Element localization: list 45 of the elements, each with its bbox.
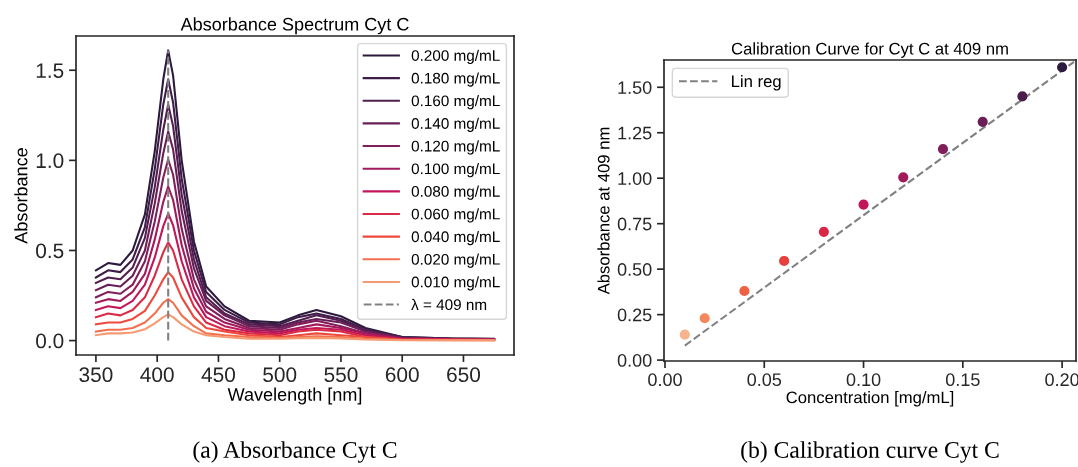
y-tick-label: 0.50 xyxy=(617,263,652,276)
x-tick-label: 500 xyxy=(263,367,297,383)
x-tick-label: 400 xyxy=(140,367,174,383)
x-tick-label: 350 xyxy=(79,367,113,383)
legend-label: 0.040 mg/mL xyxy=(411,230,500,246)
y-axis-title: Absorbance xyxy=(14,148,28,244)
legend-label: 0.200 mg/mL xyxy=(411,49,500,64)
x-tick-label: 450 xyxy=(201,367,235,383)
legend-label: 0.010 mg/mL xyxy=(411,276,500,291)
legend-label: 0.020 mg/mL xyxy=(411,253,500,268)
y-tick-label: 1.5 xyxy=(36,63,64,78)
y-tick-label: 0.75 xyxy=(617,217,652,231)
x-tick-label: 0.00 xyxy=(648,373,682,387)
x-tick-label: 0.10 xyxy=(846,373,881,387)
line-series xyxy=(94,313,496,342)
x-axis-title: Concentration [mg/mL] xyxy=(786,391,954,407)
legend-label: Lin reg xyxy=(732,75,781,91)
x-tick-label: 0.05 xyxy=(747,373,782,387)
x-axis-title: Wavelength [nm] xyxy=(227,387,362,405)
y-tick-label: 1.25 xyxy=(618,126,652,140)
x-tick-label: 650 xyxy=(447,367,481,383)
legend-label: 0.160 mg/mL xyxy=(411,95,500,110)
y-tick-label: 1.00 xyxy=(618,172,652,185)
y-tick-label: 1.50 xyxy=(618,81,652,94)
legend-label: 0.100 mg/mL xyxy=(411,162,500,178)
legend-label: 0.080 mg/mL xyxy=(411,185,500,200)
y-tick-label: 0.5 xyxy=(36,243,64,259)
y-tick-label: 1.0 xyxy=(36,153,64,169)
legend-label: 0.120 mg/mL xyxy=(411,140,500,155)
x-tick-label: 0.20 xyxy=(1045,373,1078,387)
text: (a) Absorbance Cyt C xyxy=(193,441,397,463)
legend-label: 0.060 mg/mL xyxy=(411,208,500,223)
chart-title: Absorbance Spectrum Cyt C xyxy=(180,17,409,35)
y-tick-label: 0.25 xyxy=(617,308,652,322)
y-tick-label: 0.00 xyxy=(617,354,652,367)
chart-title: Calibration Curve for Cyt C at 409 nm xyxy=(731,42,1008,58)
text: (b) Calibration curve Cyt C xyxy=(741,441,999,463)
legend-label: λ = 409 nm xyxy=(411,298,487,311)
x-tick-label: 550 xyxy=(324,367,358,383)
x-tick-label: 0.15 xyxy=(945,373,980,387)
y-tick-label: 0.0 xyxy=(36,333,64,349)
legend-label: 0.180 mg/mL xyxy=(411,72,500,87)
legend-label: 0.140 mg/mL xyxy=(411,117,500,132)
y-axis-title: Absorbance at 409 nm xyxy=(597,127,610,295)
x-tick-label: 600 xyxy=(385,367,419,383)
